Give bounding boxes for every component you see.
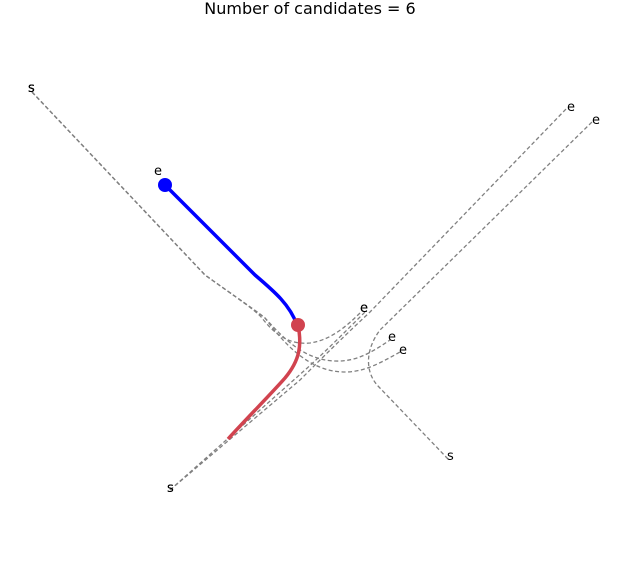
- candidate-path-2: [31, 91, 391, 362]
- candidate-path-6: [367, 119, 595, 460]
- candidate-3-end-label: e: [399, 343, 407, 358]
- candidate-path-4: [169, 107, 568, 491]
- history-end-label: e: [154, 164, 162, 179]
- candidate-1-end-label: e: [360, 301, 368, 316]
- candidate-2-start-label: s: [28, 81, 35, 96]
- candidate-5-start-label: s: [167, 481, 174, 496]
- current-position-marker: [291, 318, 305, 332]
- candidate-4-end-label: e: [567, 100, 575, 115]
- history-path: [163, 183, 299, 326]
- candidate-path-5: [169, 311, 366, 491]
- candidate-path-3: [31, 91, 401, 373]
- figure-title: Number of candidates = 6: [204, 0, 415, 18]
- point-labels: s s s s s s e e e e e e e: [28, 81, 600, 496]
- candidate-paths: [31, 91, 595, 491]
- future-path: [226, 324, 302, 441]
- history-start-marker: [158, 178, 172, 192]
- candidate-6-end-label: e: [592, 113, 600, 128]
- candidate-1-start-label: s: [28, 81, 35, 96]
- candidate-5-end-label: e: [360, 301, 368, 316]
- candidate-3-start-label: s: [28, 81, 35, 96]
- candidate-6-start-label: s: [447, 449, 454, 464]
- candidate-2-end-label: e: [388, 330, 396, 345]
- candidate-4-start-label: s: [167, 481, 174, 496]
